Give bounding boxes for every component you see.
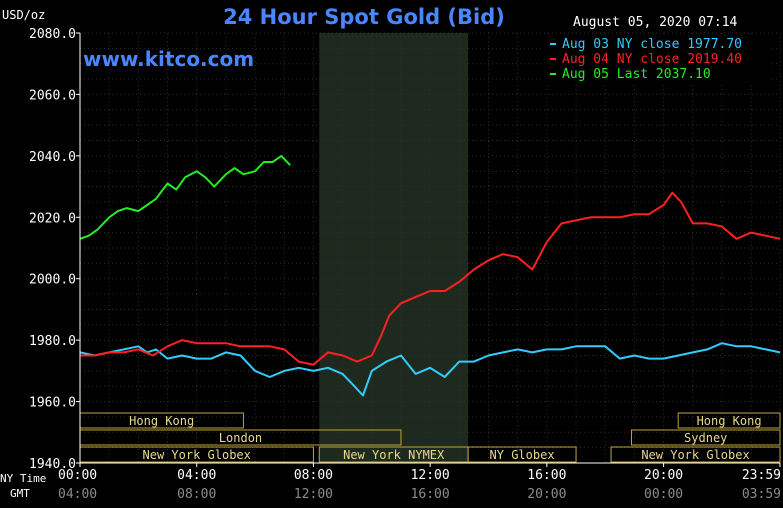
session-bar — [467, 446, 577, 463]
legend-entry: Aug 04 NY close 2019.40 — [562, 52, 742, 67]
site-watermark: www.kitco.com — [83, 47, 254, 71]
x-tick-label-ny: 12:00 — [411, 468, 450, 483]
chart-title: 24 Hour Spot Gold (Bid) — [223, 5, 505, 29]
y-tick-label: 1940.0 — [29, 457, 76, 472]
x-tick-label-ny: 16:00 — [527, 468, 566, 483]
price-line-series — [79, 154, 291, 240]
price-line-series — [80, 191, 781, 366]
session-label: Hong Kong — [129, 414, 194, 428]
y-tick-label: 2040.0 — [29, 150, 76, 165]
x-tick-label-gmt: 16:00 — [411, 487, 450, 502]
x-tick-label-gmt: 00:00 — [644, 487, 683, 502]
y-tick-label: 2020.0 — [29, 211, 76, 226]
x-tick-label-ny: 00:00 — [58, 468, 97, 483]
x-axis-ny-time-label: NY Time — [0, 472, 46, 485]
session-bar — [630, 429, 781, 446]
x-tick-label-ny: 08:00 — [294, 468, 333, 483]
session-label: London — [219, 431, 262, 445]
legend-background — [544, 34, 770, 82]
session-bar — [610, 446, 781, 463]
nymex-session-shade — [319, 33, 469, 463]
x-tick-label-gmt: 12:00 — [294, 487, 333, 502]
session-label: New York NYMEX — [343, 448, 445, 462]
session-label: New York Globex — [143, 448, 251, 462]
x-tick-label-ny: 20:00 — [644, 468, 683, 483]
session-label: New York Globex — [641, 448, 749, 462]
y-tick-label: 1980.0 — [29, 334, 76, 349]
x-tick-label-ny: 23:59 — [742, 468, 781, 483]
x-tick-label-gmt: 20:00 — [527, 487, 566, 502]
y-tick-label: 1960.0 — [29, 396, 76, 411]
y-tick-label: 2080.0 — [29, 27, 76, 42]
y-tick-label: 2000.0 — [29, 273, 76, 288]
session-bar — [677, 412, 781, 429]
session-label: Sydney — [684, 431, 727, 445]
price-line-series — [79, 342, 781, 397]
chart-timestamp: August 05, 2020 07:14 — [573, 15, 738, 30]
x-tick-label-gmt: 08:00 — [177, 487, 216, 502]
x-tick-label-gmt: 03:59 — [742, 487, 781, 502]
legend-entry: Aug 05 Last 2037.10 — [562, 67, 711, 82]
session-label: NY Globex — [490, 448, 555, 462]
session-label: Hong Kong — [697, 414, 762, 428]
x-tick-label-gmt: 04:00 — [58, 487, 97, 502]
x-tick-label-ny: 04:00 — [177, 468, 216, 483]
y-tick-label: 2060.0 — [29, 88, 76, 103]
legend-entry: Aug 03 NY close 1977.70 — [562, 37, 742, 52]
x-axis-gmt-label: GMT — [10, 487, 30, 500]
y-axis-unit-label: USD/oz — [2, 8, 45, 22]
